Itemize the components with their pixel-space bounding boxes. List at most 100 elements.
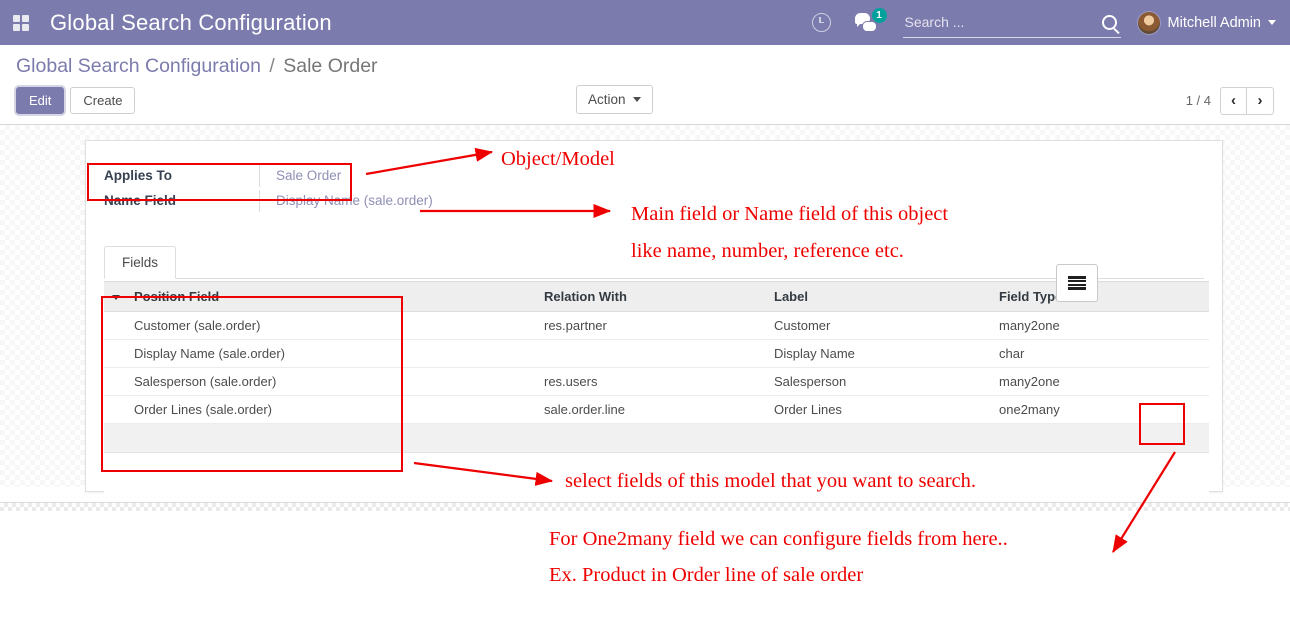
pager-counter: 1 / 4 — [1185, 93, 1211, 108]
table-row[interactable]: Order Lines (sale.order) sale.order.line… — [104, 395, 1209, 424]
chevron-down-icon — [632, 97, 641, 102]
cell-position-field: Display Name (sale.order) — [124, 339, 419, 368]
row-handle-cell — [104, 339, 124, 368]
cell-position-field: Customer (sale.order) — [124, 311, 419, 340]
chevron-down-icon — [1268, 20, 1276, 25]
cell-action — [1164, 339, 1209, 368]
messaging-menu-button[interactable]: 1 — [843, 0, 893, 45]
band-hatch-strip — [0, 503, 1290, 511]
column-header-position-field[interactable]: Position Field — [124, 281, 419, 312]
name-field-label: Name Field — [104, 193, 177, 208]
clock-icon — [811, 13, 831, 32]
navbar-right-section: 1 Mitchell Admin — [800, 0, 1290, 45]
messages-counter-badge: 1 — [871, 7, 887, 23]
create-button[interactable]: Create — [70, 87, 136, 114]
activity-menu-button[interactable] — [800, 0, 843, 45]
cell-field-type: char — [989, 339, 1164, 368]
table-row[interactable]: Customer (sale.order) res.partner Custom… — [104, 311, 1209, 340]
table-filler-row — [104, 423, 1209, 453]
table-row[interactable]: Display Name (sale.order) Display Name c… — [104, 339, 1209, 368]
action-menu-wrapper: Action — [576, 85, 653, 114]
action-menu-label: Action — [588, 92, 626, 107]
column-header-spacer — [419, 281, 534, 312]
cell-action — [1164, 367, 1209, 396]
table-body: Customer (sale.order) res.partner Custom… — [104, 311, 1209, 495]
cell-action — [1164, 395, 1209, 424]
cell-label: Salesperson — [764, 367, 989, 396]
notebook: Fields Position Field Relation — [104, 246, 1209, 495]
row-handle-cell — [104, 311, 124, 340]
cell-relation-with: res.partner — [534, 311, 764, 340]
field-row-applies-to: Applies To Sale Order — [104, 163, 1204, 188]
table-header-row: Position Field Relation With Label Field… — [104, 281, 1209, 312]
cell-spacer — [419, 339, 534, 368]
apps-menu-button[interactable] — [0, 0, 42, 45]
name-field-value[interactable]: Display Name (sale.order) — [276, 193, 433, 208]
cell-position-field: Salesperson (sale.order) — [124, 367, 419, 396]
breadcrumb-root-link[interactable]: Global Search Configuration — [16, 55, 261, 77]
cell-spacer — [419, 395, 534, 424]
record-buttons-group: Edit Create — [16, 87, 136, 114]
cell-field-type: many2one — [989, 367, 1164, 396]
column-header-label[interactable]: Label — [764, 281, 989, 312]
annotation-one2many-line1: For One2many field we can configure fiel… — [549, 528, 1008, 550]
search-icon — [1102, 14, 1118, 30]
cell-spacer — [419, 367, 534, 396]
global-search-box[interactable] — [902, 7, 1121, 38]
one2many-configure-button[interactable] — [1056, 264, 1098, 302]
breadcrumb-separator: / — [269, 55, 275, 77]
form-sheet: Applies To Sale Order Name Field Display… — [85, 140, 1223, 495]
column-header-relation-with[interactable]: Relation With — [534, 281, 764, 312]
action-menu-button[interactable]: Action — [576, 85, 653, 114]
applies-to-value[interactable]: Sale Order — [276, 168, 342, 183]
user-name-label: Mitchell Admin — [1167, 14, 1261, 31]
notebook-tabs: Fields — [104, 246, 1204, 279]
cell-label: Order Lines — [764, 395, 989, 424]
breadcrumb: Global Search Configuration / Sale Order — [16, 55, 1274, 78]
annotation-object-model: Object/Model — [501, 148, 615, 170]
cell-relation-with — [534, 339, 764, 368]
fields-list-table: Position Field Relation With Label Field… — [104, 281, 1209, 495]
field-divider — [259, 189, 260, 212]
applies-to-label: Applies To — [104, 168, 173, 183]
control-panel-buttons-row: Edit Create Action 1 / 4 ‹ › — [16, 85, 1274, 115]
user-avatar — [1136, 10, 1161, 35]
apps-grid-icon — [13, 14, 29, 31]
chevron-left-icon: ‹ — [1231, 92, 1236, 109]
sort-indicator-cell[interactable] — [104, 281, 124, 312]
speech-bubble-icon: 1 — [854, 7, 887, 34]
list-lines-icon — [1068, 276, 1086, 290]
user-menu[interactable]: Mitchell Admin — [1127, 0, 1282, 45]
cell-field-type: one2many — [989, 395, 1164, 424]
cell-field-type: many2one — [989, 311, 1164, 340]
chevron-right-icon: › — [1257, 92, 1263, 109]
cell-spacer — [419, 311, 534, 340]
annotation-name-field-line2: like name, number, reference etc. — [631, 240, 904, 262]
table-empty-row[interactable] — [104, 452, 1209, 495]
column-header-actions — [1164, 281, 1209, 312]
annotation-select-fields: select fields of this model that you wan… — [565, 470, 977, 492]
search-submit-button[interactable] — [1099, 14, 1121, 30]
breadcrumb-current: Sale Order — [283, 55, 378, 77]
bottom-band — [0, 502, 1290, 621]
edit-button[interactable]: Edit — [16, 87, 65, 114]
cell-label: Display Name — [764, 339, 989, 368]
cell-label: Customer — [764, 311, 989, 340]
cell-action — [1164, 311, 1209, 340]
tab-fields[interactable]: Fields — [104, 246, 177, 279]
cell-position-field: Order Lines (sale.order) — [124, 395, 419, 424]
pager-previous-button[interactable]: ‹ — [1220, 86, 1247, 115]
row-handle-cell — [104, 395, 124, 424]
row-handle-cell — [104, 367, 124, 396]
sort-descending-caret-icon — [112, 295, 120, 301]
pager-next-button[interactable]: › — [1247, 86, 1274, 115]
control-panel: Global Search Configuration / Sale Order… — [0, 45, 1290, 125]
annotation-one2many-line2: Ex. Product in Order line of sale order — [549, 564, 864, 586]
search-input[interactable] — [902, 14, 1099, 30]
record-pager: 1 / 4 ‹ › — [1185, 86, 1274, 115]
field-divider — [259, 164, 260, 187]
top-navbar: Global Search Configuration 1 Mitchell A… — [0, 0, 1290, 45]
table-row[interactable]: Salesperson (sale.order) res.users Sales… — [104, 367, 1209, 396]
cell-relation-with: res.users — [534, 367, 764, 396]
navbar-title: Global Search Configuration — [50, 9, 332, 35]
